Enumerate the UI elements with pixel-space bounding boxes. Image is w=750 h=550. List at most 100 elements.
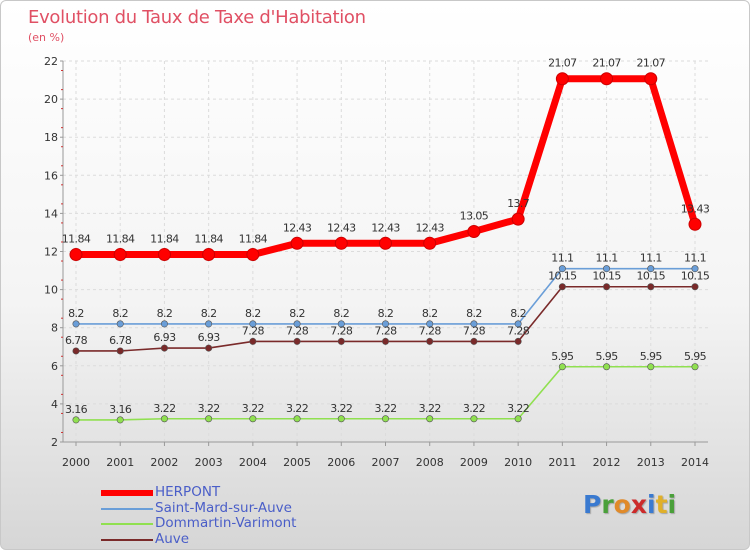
data-label: 7.28 (286, 324, 309, 337)
logo-letter: i (647, 490, 656, 519)
data-point (426, 415, 434, 423)
y-tick-label: 12 (44, 246, 58, 259)
data-point (647, 283, 655, 291)
data-point (205, 344, 213, 352)
data-label: 10.15 (637, 270, 666, 283)
data-label: 8.2 (510, 307, 526, 320)
x-tick-label: 2006 (327, 456, 355, 469)
data-label: 13.05 (460, 209, 489, 222)
data-point (293, 320, 301, 328)
legend-swatch (101, 523, 153, 525)
legend-swatch (101, 490, 153, 496)
data-point (600, 72, 614, 86)
data-label: 5.95 (596, 350, 619, 363)
data-label: 12.43 (415, 221, 444, 234)
y-tick-label: 22 (44, 55, 58, 68)
data-point (205, 320, 213, 328)
data-label: 5.95 (551, 350, 574, 363)
logo-letter: o (613, 490, 631, 519)
logo-letter: x (630, 490, 647, 519)
x-tick-label: 2004 (239, 456, 267, 469)
data-label: 8.2 (68, 307, 84, 320)
y-tick-label: 4 (51, 398, 58, 411)
x-tick-label: 2005 (283, 456, 311, 469)
data-point (555, 72, 569, 86)
data-label: 8.2 (112, 307, 128, 320)
data-point (116, 347, 124, 355)
legend-swatch (101, 538, 153, 541)
data-point (514, 320, 522, 328)
data-label: 3.22 (419, 402, 441, 415)
data-label: 10.15 (681, 270, 710, 283)
data-point (69, 248, 83, 262)
data-label: 10.15 (592, 270, 621, 283)
data-point (290, 236, 304, 250)
data-label: 8.2 (333, 307, 349, 320)
data-point (558, 283, 566, 291)
x-tick-label: 2010 (504, 456, 532, 469)
data-label: 11.1 (596, 252, 618, 265)
data-point (647, 265, 655, 273)
logo-letter: P (583, 490, 602, 519)
data-label: 11.84 (194, 233, 223, 246)
data-point (116, 320, 124, 328)
data-label: 11.1 (551, 252, 573, 265)
data-point (691, 265, 699, 273)
x-tick-label: 2002 (150, 456, 178, 469)
data-label: 6.78 (109, 334, 132, 347)
data-point (470, 320, 478, 328)
proxiti-logo: Proxiti (583, 490, 676, 519)
data-point (381, 320, 389, 328)
y-tick-label: 8 (51, 322, 58, 335)
data-label: 21.07 (592, 57, 621, 70)
data-point (113, 248, 127, 262)
chart-title: Evolution du Taux de Taxe d'Habitation (28, 7, 366, 28)
data-label: 5.95 (640, 350, 663, 363)
data-point (647, 363, 655, 371)
data-point (514, 337, 522, 345)
data-point (558, 265, 566, 273)
data-label: 8.2 (422, 307, 438, 320)
y-tick-label: 20 (44, 93, 58, 106)
x-tick-label: 2014 (681, 456, 709, 469)
data-point (72, 416, 80, 424)
data-label: 6.78 (65, 334, 88, 347)
data-point (202, 248, 216, 262)
data-point (470, 337, 478, 345)
data-label: 12.43 (327, 221, 356, 234)
data-point (293, 337, 301, 345)
x-tick-label: 2011 (548, 456, 576, 469)
data-point (160, 320, 168, 328)
legend-label: Auve (155, 530, 190, 547)
data-point (558, 363, 566, 371)
data-label: 13.43 (681, 202, 710, 215)
data-point (691, 283, 699, 291)
data-point (603, 363, 611, 371)
logo-letter: t (655, 490, 668, 519)
x-tick-label: 2013 (637, 456, 665, 469)
data-label: 11.1 (684, 252, 706, 265)
y-tick-label: 18 (44, 131, 58, 144)
data-label: 7.28 (242, 324, 265, 337)
data-point (337, 415, 345, 423)
y-tick-label: 6 (51, 360, 58, 373)
data-point (426, 320, 434, 328)
data-label: 3.16 (65, 403, 88, 416)
data-label: 3.22 (374, 402, 396, 415)
data-point (426, 337, 434, 345)
data-point (72, 320, 80, 328)
data-point (246, 248, 260, 262)
data-label: 11.84 (106, 233, 135, 246)
data-point (381, 415, 389, 423)
data-point (470, 415, 478, 423)
data-label: 8.2 (245, 307, 261, 320)
legend-swatch (101, 507, 153, 510)
data-point (514, 415, 522, 423)
data-point (379, 236, 392, 250)
logo-letter: i (667, 490, 677, 519)
y-tick-label: 10 (44, 284, 58, 297)
data-label: 3.22 (242, 402, 264, 415)
data-label: 10.15 (548, 270, 577, 283)
data-label: 3.22 (198, 402, 220, 415)
